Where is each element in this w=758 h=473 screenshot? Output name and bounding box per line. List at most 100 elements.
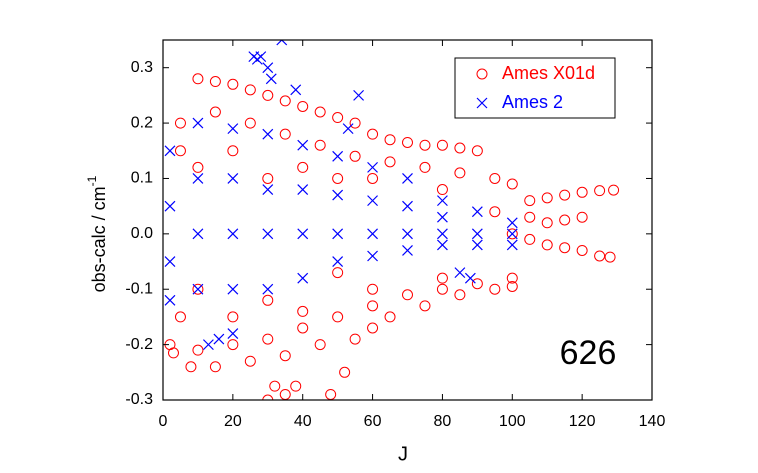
circle-marker [262, 394, 274, 400]
x-marker [437, 239, 448, 251]
y-axis-label-text: obs-calc / cm [89, 186, 109, 292]
circle-marker [297, 305, 309, 317]
plot-frame [162, 39, 653, 401]
x-marker [164, 200, 176, 212]
circle-marker [608, 184, 620, 196]
x-axis-label: J [398, 443, 408, 465]
circle-marker [192, 161, 204, 173]
circle-marker [314, 139, 326, 151]
y-axis-label-sup: -1 [85, 175, 99, 186]
circle-marker [367, 128, 379, 140]
x-marker [506, 217, 518, 229]
circle-marker [506, 272, 518, 284]
circle-marker [559, 214, 571, 226]
legend-label: Ames 2 [502, 92, 563, 112]
circle-marker [576, 186, 588, 198]
circle-marker [262, 172, 274, 184]
x-marker [332, 228, 344, 240]
circle-marker [559, 189, 571, 201]
x-marker [437, 211, 448, 223]
x-marker [262, 128, 274, 140]
circle-marker [314, 106, 326, 118]
x-marker [353, 89, 365, 101]
x-marker [454, 267, 466, 279]
x-marker [506, 239, 518, 251]
circle-marker [332, 112, 344, 124]
circle-marker [471, 278, 483, 290]
x-marker [164, 145, 176, 157]
circle-marker [244, 84, 256, 96]
y-tick-label: 0.2 [131, 114, 153, 131]
circle-marker [209, 76, 221, 88]
x-marker [402, 200, 413, 212]
circle-marker [192, 344, 204, 356]
x-marker [262, 62, 274, 74]
y-axis-label: obs-calc / cm-1 [85, 175, 109, 292]
circle-marker [262, 333, 274, 345]
circle-marker [367, 283, 379, 295]
x-marker [164, 256, 176, 267]
x-marker [367, 161, 378, 173]
circle-marker [349, 117, 361, 129]
circle-marker [209, 361, 221, 373]
x-tick-label: 80 [434, 413, 452, 430]
x-marker [213, 333, 225, 345]
circle-marker [524, 211, 536, 223]
circle-marker [367, 322, 379, 334]
x-marker [290, 84, 302, 96]
circle-marker [367, 172, 379, 184]
x-tick-label: 100 [499, 413, 526, 430]
x-marker [402, 245, 413, 256]
circle-marker [594, 185, 606, 197]
x-marker [367, 195, 378, 207]
circle-marker [227, 145, 239, 157]
circle-marker [227, 311, 239, 323]
circle-marker [290, 380, 302, 392]
circle-marker [576, 244, 588, 256]
circle-marker [524, 195, 536, 207]
x-marker [506, 228, 518, 240]
x-marker [402, 173, 413, 184]
circle-marker [339, 366, 351, 378]
circle-marker [332, 311, 344, 323]
circle-marker [174, 311, 186, 323]
x-marker [332, 256, 344, 267]
circle-marker [209, 106, 221, 118]
circle-marker [384, 311, 396, 323]
circle-marker [489, 283, 501, 295]
x-marker [297, 139, 309, 151]
x-marker [367, 250, 378, 262]
annotation: 626 [560, 334, 617, 372]
x-marker [262, 228, 274, 240]
circle-marker [576, 211, 588, 223]
circle-marker [489, 206, 501, 218]
plot-marks [164, 40, 620, 400]
x-marker [255, 51, 267, 63]
circle-marker [506, 178, 518, 190]
circle-marker [541, 192, 553, 204]
circle-marker [192, 283, 204, 295]
x-marker [192, 117, 204, 129]
x-marker [437, 195, 448, 207]
y-tick-label: 0.1 [131, 170, 153, 187]
circle-marker [436, 272, 448, 284]
circle-marker [419, 139, 431, 151]
circle-marker [367, 300, 379, 312]
circle-marker [279, 388, 291, 400]
circle-marker [174, 117, 186, 129]
circle-marker [349, 150, 361, 162]
y-tick-label: -0.1 [125, 280, 153, 297]
circle-marker [332, 267, 344, 279]
y-tick-label: -0.2 [125, 336, 153, 353]
circle-marker [262, 294, 274, 306]
x-marker [192, 173, 204, 184]
x-marker [192, 283, 204, 295]
circle-marker [297, 322, 309, 334]
circle-marker [419, 300, 431, 312]
x-marker [227, 173, 239, 184]
x-marker [227, 328, 239, 339]
x-tick-label: 60 [364, 413, 382, 430]
x-marker [202, 339, 214, 351]
